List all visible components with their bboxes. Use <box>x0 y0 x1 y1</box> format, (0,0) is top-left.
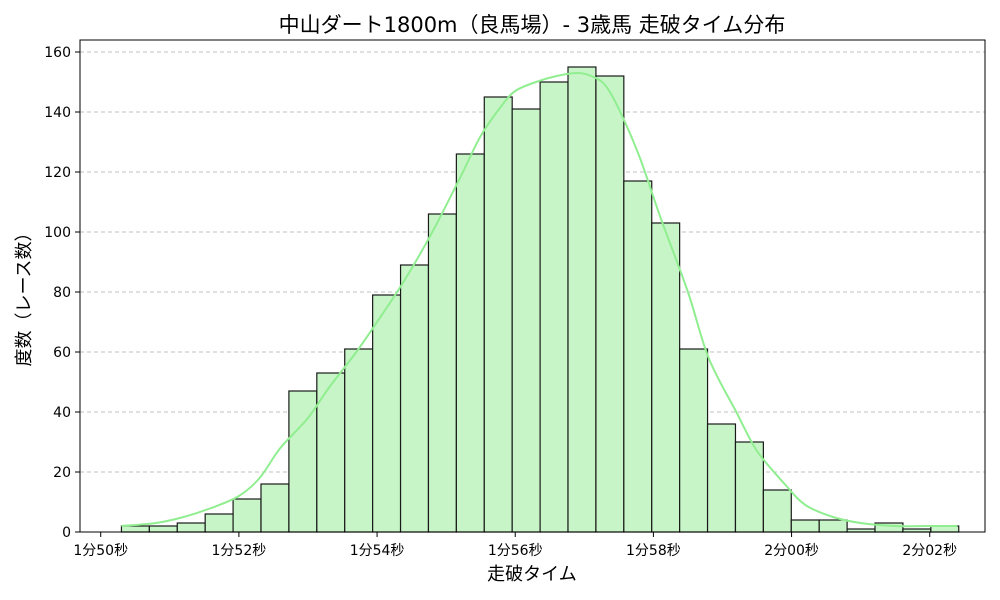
histogram-bar <box>679 348 709 533</box>
grid-lines <box>80 51 985 473</box>
plot-frame <box>79 39 986 533</box>
x-axis-ticks: 1分50秒 1分52秒 1分54秒 1分56秒 1分58秒 2分00秒 2分02秒 <box>73 532 957 559</box>
y-tick-label: 120 <box>44 165 71 181</box>
histogram-bar <box>483 96 513 533</box>
y-tick-label: 0 <box>62 525 71 541</box>
histogram-bar <box>120 525 150 533</box>
x-tick-label: 1分56秒 <box>488 543 543 559</box>
y-tick-label: 60 <box>53 345 71 361</box>
kde-line <box>121 71 958 528</box>
histogram-bar <box>427 213 457 533</box>
y-tick-label: 80 <box>53 285 71 301</box>
histogram-bar <box>762 489 792 533</box>
kde-curve-group <box>121 71 958 528</box>
histogram-bar <box>539 81 569 533</box>
histogram-bar <box>706 423 737 533</box>
y-tick-label: 40 <box>53 405 71 421</box>
x-tick-label: 1分54秒 <box>350 543 405 559</box>
histogram-bar <box>595 75 625 533</box>
histogram-bars <box>120 66 960 533</box>
histogram-bar <box>567 66 597 533</box>
y-tick-label: 100 <box>44 225 71 241</box>
histogram-bar <box>623 180 653 533</box>
x-tick-label: 1分52秒 <box>212 543 267 559</box>
histogram-bar <box>176 522 206 533</box>
histogram-bar <box>511 108 541 533</box>
x-axis-title: 走破タイム <box>487 564 577 585</box>
x-tick-label: 1分58秒 <box>626 543 681 559</box>
histogram-bar <box>260 483 290 533</box>
histogram-bar <box>344 348 374 533</box>
y-axis-title: 度数（レース数） <box>14 223 35 366</box>
axes <box>79 39 986 533</box>
histogram-bar <box>232 498 262 533</box>
x-tick-label: 2分00秒 <box>764 543 819 559</box>
y-axis-ticks: 0 20 40 60 80 100 120 140 160 <box>44 45 80 541</box>
histogram-bar <box>790 519 820 533</box>
chart-title: 中山ダート1800m（良馬場）- 3歳馬 走破タイム分布 <box>279 13 786 37</box>
y-tick-label: 160 <box>44 45 71 61</box>
histogram-bar <box>148 525 178 533</box>
histogram-bar <box>316 372 346 533</box>
histogram-bar <box>399 264 430 533</box>
histogram-bar <box>372 294 402 533</box>
x-tick-label: 1分50秒 <box>73 543 128 559</box>
histogram-bar <box>204 513 234 533</box>
histogram-bar <box>818 519 848 533</box>
x-tick-label: 2分02秒 <box>902 543 957 559</box>
histogram-bar <box>651 222 681 533</box>
y-tick-label: 20 <box>53 465 71 481</box>
y-tick-label: 140 <box>44 105 71 121</box>
histogram-bar <box>455 153 485 533</box>
